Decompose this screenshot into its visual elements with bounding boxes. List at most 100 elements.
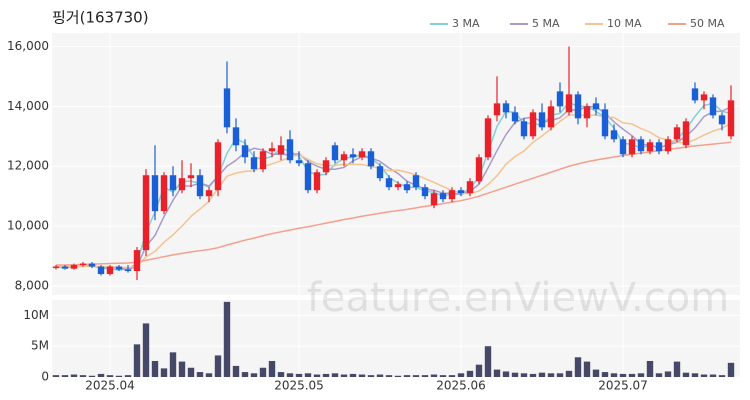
volume-bar <box>250 373 258 377</box>
candle-body <box>592 103 600 110</box>
y-tick-label: 16,000 <box>7 39 49 53</box>
candle-body <box>655 142 663 152</box>
candle-body <box>475 157 483 182</box>
volume-bar <box>421 375 429 377</box>
candle-body <box>376 166 384 179</box>
volume-bar <box>682 372 690 377</box>
legend-label: 3 MA <box>452 17 480 30</box>
volume-bar <box>565 370 573 377</box>
candle-body <box>61 266 69 269</box>
candle-body <box>286 139 294 161</box>
volume-bar <box>187 367 195 377</box>
volume-bar <box>709 374 717 377</box>
volume-bar <box>493 369 501 377</box>
volume-bar <box>727 362 735 377</box>
candle-body <box>565 94 573 113</box>
candle-body <box>124 269 132 272</box>
volume-bar <box>88 375 96 377</box>
legend-label: 10 MA <box>607 17 642 30</box>
candle-body <box>97 266 105 275</box>
candle-body <box>700 94 708 101</box>
volume-bar <box>322 373 330 377</box>
candle-body <box>412 175 420 188</box>
candle-body <box>646 142 654 152</box>
volume-bar <box>583 361 591 377</box>
y-tick-label: 10M <box>23 308 49 322</box>
volume-bar <box>115 375 123 377</box>
y-tick-label: 14,000 <box>7 99 49 113</box>
candle-body <box>493 103 501 116</box>
volume-bar <box>331 373 339 377</box>
volume-bar <box>241 372 249 377</box>
candle-body <box>439 193 447 200</box>
volume-bar <box>466 370 474 377</box>
chart-title: 핑거(163730) <box>52 9 149 27</box>
candle-body <box>691 88 699 101</box>
volume-bar <box>403 375 411 377</box>
volume-bar <box>295 373 303 377</box>
candle-body <box>295 160 303 164</box>
candle-body <box>250 157 258 170</box>
volume-bar <box>259 367 267 377</box>
y-tick-label: 10,000 <box>7 219 49 233</box>
volume-bar <box>637 373 645 377</box>
candle-body <box>331 145 339 161</box>
candle-body <box>214 142 222 191</box>
volume-bar <box>142 323 150 377</box>
candle-body <box>187 175 195 179</box>
volume-bar <box>232 365 240 377</box>
candle-body <box>457 190 465 194</box>
candle-body <box>511 112 519 122</box>
volume-bar <box>196 372 204 377</box>
candle-body <box>178 178 186 191</box>
volume-bar <box>700 374 708 377</box>
volume-bar <box>619 373 627 377</box>
volume-bar <box>646 360 654 377</box>
candle-body <box>367 151 375 167</box>
ma-line <box>55 101 732 271</box>
volume-bar <box>385 375 393 377</box>
candle-body <box>322 160 330 173</box>
candle-body <box>133 250 141 272</box>
volume-bar <box>628 373 636 377</box>
candle-body <box>664 139 672 152</box>
volume-bar <box>520 373 528 377</box>
candle-body <box>205 190 213 197</box>
candle-body <box>52 266 60 269</box>
volume-bar <box>538 372 546 377</box>
watermark: feature.enViewV.com <box>307 275 729 321</box>
volume-bar <box>412 375 420 377</box>
candle-body <box>682 121 690 146</box>
volume-bar <box>664 371 672 377</box>
volume-bar <box>592 369 600 377</box>
candle-body <box>448 190 456 200</box>
candle-body <box>169 175 177 191</box>
volume-bar <box>439 375 447 377</box>
volume-bar <box>70 374 78 377</box>
candle-body <box>520 121 528 137</box>
volume-bar <box>457 373 465 377</box>
ma-line <box>55 114 732 269</box>
candle-body <box>223 88 231 128</box>
candle-body <box>727 100 735 137</box>
candle-body <box>583 106 591 119</box>
candle-body <box>115 266 123 270</box>
candle-body <box>619 139 627 155</box>
volume-bar <box>340 374 348 377</box>
candle-body <box>70 265 78 269</box>
x-tick-label: 2025.04 <box>85 379 135 393</box>
candle-body <box>79 263 87 266</box>
volume-bar <box>601 372 609 377</box>
y-tick-label: 0 <box>41 370 49 384</box>
volume-bar <box>691 373 699 377</box>
candle-body <box>160 175 168 212</box>
candle-body <box>718 115 726 125</box>
candle-body <box>637 139 645 152</box>
volume-bar <box>268 360 276 377</box>
volume-bar <box>169 352 177 377</box>
y-tick-label: 8,000 <box>15 279 49 293</box>
volume-bar <box>97 373 105 377</box>
volume-bar <box>52 375 60 377</box>
volume-bar <box>106 375 114 377</box>
